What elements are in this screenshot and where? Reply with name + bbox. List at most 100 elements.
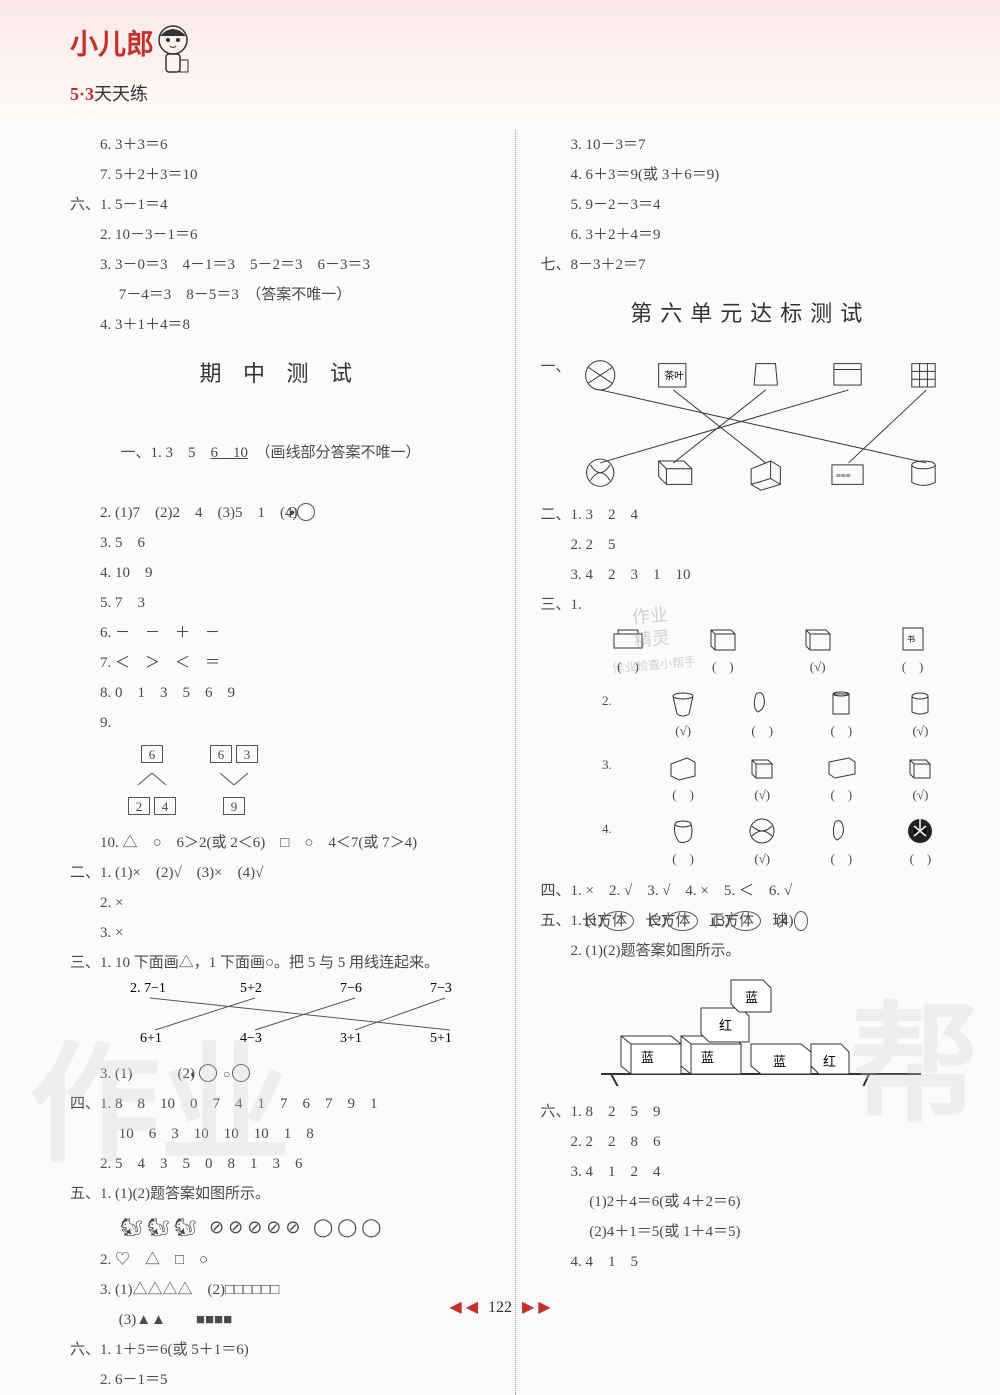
text-line: 4. 4 1 5 bbox=[541, 1247, 961, 1277]
right-triangles-icon: ▶ ▶ bbox=[522, 1299, 551, 1316]
svg-text:茶叶: 茶叶 bbox=[664, 369, 684, 382]
left-triangles-icon: ◀ ◀ bbox=[449, 1299, 478, 1316]
text-line: 3. 5 6 bbox=[70, 528, 490, 558]
svg-text:红: 红 bbox=[823, 1054, 836, 1069]
text-line: 二、1. (1)× (2)√ (3)× (4)√ bbox=[70, 858, 490, 888]
svg-text:蓝: 蓝 bbox=[773, 1054, 786, 1069]
text-line: 2. 2 5 bbox=[541, 530, 961, 560]
brand-practice: 天天练 bbox=[94, 84, 148, 104]
circle-icon: ○ bbox=[232, 1064, 250, 1082]
object-check-row: ( ) ( ) (√) 书( ) bbox=[541, 620, 961, 684]
brand-bottom: 5·3天天练 bbox=[70, 84, 148, 104]
text-line: 10 6 3 10 10 10 1 8 bbox=[70, 1119, 490, 1149]
brand-top: 小儿郎 bbox=[70, 30, 154, 61]
cross-label: 2. 7−1 bbox=[130, 981, 166, 996]
text-line: 三、1. 10 下面画△，1 下面画○。把 5 与 5 用线连起来。 bbox=[70, 948, 490, 978]
svg-text:4−3: 4−3 bbox=[240, 1031, 262, 1046]
right-column: 3. 10－3＝7 4. 6＋3＝9(或 3＋6＝9) 5. 9－2－3＝4 6… bbox=[521, 130, 961, 1395]
object-check-row: 2. (√) ( ) ( ) (√) bbox=[541, 684, 961, 748]
text-line: 6. － － ＋ － bbox=[70, 618, 490, 648]
text-line: 六、1. 1＋5＝6(或 5＋1＝6) bbox=[70, 1335, 490, 1365]
text-line: 4. 3＋1＋4＝8 bbox=[70, 310, 490, 340]
text-line: 2. 6－1＝5 bbox=[70, 1365, 490, 1395]
text-line: 四、1. × 2. √ 3. √ 4. × 5. ＜ 6. √ bbox=[541, 876, 961, 906]
text-line: 3. 4 1 2 4 bbox=[541, 1157, 961, 1187]
text-line: 6. 3＋2＋4＝9 bbox=[541, 220, 961, 250]
text-line: 9. bbox=[70, 708, 490, 738]
text-line: 4. 6＋3＝9(或 3＋6＝9) bbox=[541, 160, 961, 190]
text-line: 8. 0 1 3 5 6 9 bbox=[70, 678, 490, 708]
svg-text:6+1: 6+1 bbox=[140, 1031, 162, 1046]
stacked-blocks-diagram: 蓝 蓝 蓝 红 红 蓝 bbox=[541, 966, 961, 1097]
object-check-row: 4. ( ) (√) ( ) ( ) bbox=[541, 812, 961, 876]
page-footer: ◀ ◀ 122 ▶ ▶ bbox=[0, 1297, 1000, 1317]
circle-icon: ◐ bbox=[199, 1064, 217, 1082]
content-columns: 6. 3＋3＝6 7. 5＋2＋3＝10 六、1. 5－1＝4 2. 10－3－… bbox=[0, 120, 1000, 1395]
svg-text:5+2: 5+2 bbox=[240, 981, 262, 996]
oval-answer: 长方体 bbox=[603, 911, 634, 931]
svg-text:≡≡≡: ≡≡≡ bbox=[835, 471, 850, 481]
svg-text:蓝: 蓝 bbox=[745, 990, 758, 1005]
svg-text:红: 红 bbox=[719, 1018, 732, 1033]
text-line: 6. 3＋3＝6 bbox=[70, 130, 490, 160]
text-line: 2. 2 2 8 6 bbox=[541, 1127, 961, 1157]
text-line: 5. 9－2－3＝4 bbox=[541, 190, 961, 220]
text-line: 2. × bbox=[70, 888, 490, 918]
small-watermark: 作业精灵作业检查小帮手 bbox=[607, 601, 697, 678]
text-line: 四、1. 8 8 10 0 7 4 1 7 6 7 9 1 bbox=[70, 1089, 490, 1119]
text-line: 2. 5 4 3 5 0 8 1 3 6 bbox=[70, 1149, 490, 1179]
cross-match-diagram: 2. 7−1 5+2 7−6 7−3 6+1 4−3 3+1 5+1 bbox=[70, 978, 490, 1059]
svg-text:7−3: 7−3 bbox=[430, 981, 452, 996]
svg-text:书: 书 bbox=[907, 634, 915, 644]
section-title-unit6: 第六单元达标测试 bbox=[541, 292, 961, 336]
text-line: 3. (1) (2) ◐ ○ bbox=[70, 1059, 490, 1089]
text-line: 五、1. (1)(2)题答案如图所示。 bbox=[70, 1179, 490, 1209]
text-line: 六、1. 8 2 5 9 bbox=[541, 1097, 961, 1127]
brand-logo: 小儿郎 5·3天天练 bbox=[70, 20, 198, 106]
underline-answer: 6 10 bbox=[211, 445, 249, 461]
text-line: 五、1. (1)长方体 (2)长方体 (3)正方体 (4)球 bbox=[541, 906, 961, 936]
brand-53: 5·3 bbox=[70, 84, 94, 104]
text-line: 七、8－3＋2＝7 bbox=[541, 250, 961, 280]
text-line: 2. ♡ △ □ ○ bbox=[70, 1245, 490, 1275]
text-line: 3. 3－0＝3 4－1＝3 5－2＝3 6－3＝3 bbox=[70, 250, 490, 280]
text-line: (2)4＋1＝5(或 1＋4＝5) bbox=[541, 1217, 961, 1247]
circled-icon: ⦿ bbox=[297, 503, 315, 521]
text-line: 六、1. 5－1＝4 bbox=[70, 190, 490, 220]
oval-answer: 球 bbox=[794, 911, 808, 931]
svg-text:5+1: 5+1 bbox=[430, 1031, 452, 1046]
text-line: 2. (1)7 (2)2 4 (3)5 1 (4)⦿ bbox=[70, 498, 490, 528]
text-line: 二、1. 3 2 4 bbox=[541, 500, 961, 530]
text-line: 7. ＜ ＞ ＜ ＝ bbox=[70, 648, 490, 678]
animals-row-diagram: 🐿🐿🐿 ⊘⊘⊘⊘⊘ ◯◯◯ bbox=[70, 1209, 490, 1245]
text-line: 三、1. bbox=[541, 590, 961, 620]
text-line: 5. 7 3 bbox=[70, 588, 490, 618]
text-line: 3. 4 2 3 1 10 bbox=[541, 560, 961, 590]
text-line: 一、1. 3 5 6 10 （画线部分答案不唯一） bbox=[70, 408, 490, 498]
svg-text:7−6: 7−6 bbox=[340, 981, 362, 996]
matching-objects-diagram: 茶叶 ≡≡≡ bbox=[571, 354, 960, 494]
left-column: 6. 3＋3＝6 7. 5＋2＋3＝10 六、1. 5－1＝4 2. 10－3－… bbox=[70, 130, 510, 1395]
text-line: 7－4＝3 8－5＝3 （答案不唯一） bbox=[70, 280, 490, 310]
text-line: 7. 5＋2＋3＝10 bbox=[70, 160, 490, 190]
svg-text:蓝: 蓝 bbox=[641, 1050, 654, 1065]
text-line: 4. 10 9 bbox=[70, 558, 490, 588]
section-num: 一、 bbox=[541, 348, 571, 500]
cartoon-icon bbox=[148, 20, 198, 80]
svg-text:3+1: 3+1 bbox=[340, 1031, 362, 1046]
page-number: 122 bbox=[488, 1299, 512, 1316]
text-line: 3. 10－3＝7 bbox=[541, 130, 961, 160]
section-title-midterm: 期 中 测 试 bbox=[70, 352, 490, 396]
column-divider bbox=[515, 130, 516, 1395]
number-tree-diagram: 6 24 63 9 bbox=[70, 742, 490, 820]
text-line: 10. △ ○ 6＞2(或 2＜6) □ ○ 4＜7(或 7＞4) bbox=[70, 828, 490, 858]
text-line: 2. (1)(2)题答案如图所示。 bbox=[541, 936, 961, 966]
text-line: 3. × bbox=[70, 918, 490, 948]
text-line: (1)2＋4＝6(或 4＋2＝6) bbox=[541, 1187, 961, 1217]
object-check-row: 3. ( ) (√) ( ) (√) bbox=[541, 748, 961, 812]
oval-answer: 长方体 bbox=[667, 911, 698, 931]
animal-icon: 🐿🐿🐿 ⊘⊘⊘⊘⊘ ◯◯◯ bbox=[120, 1217, 385, 1237]
svg-text:蓝: 蓝 bbox=[701, 1050, 714, 1065]
text-line: 2. 10－3－1＝6 bbox=[70, 220, 490, 250]
page-header: 小儿郎 5·3天天练 bbox=[0, 0, 1000, 120]
